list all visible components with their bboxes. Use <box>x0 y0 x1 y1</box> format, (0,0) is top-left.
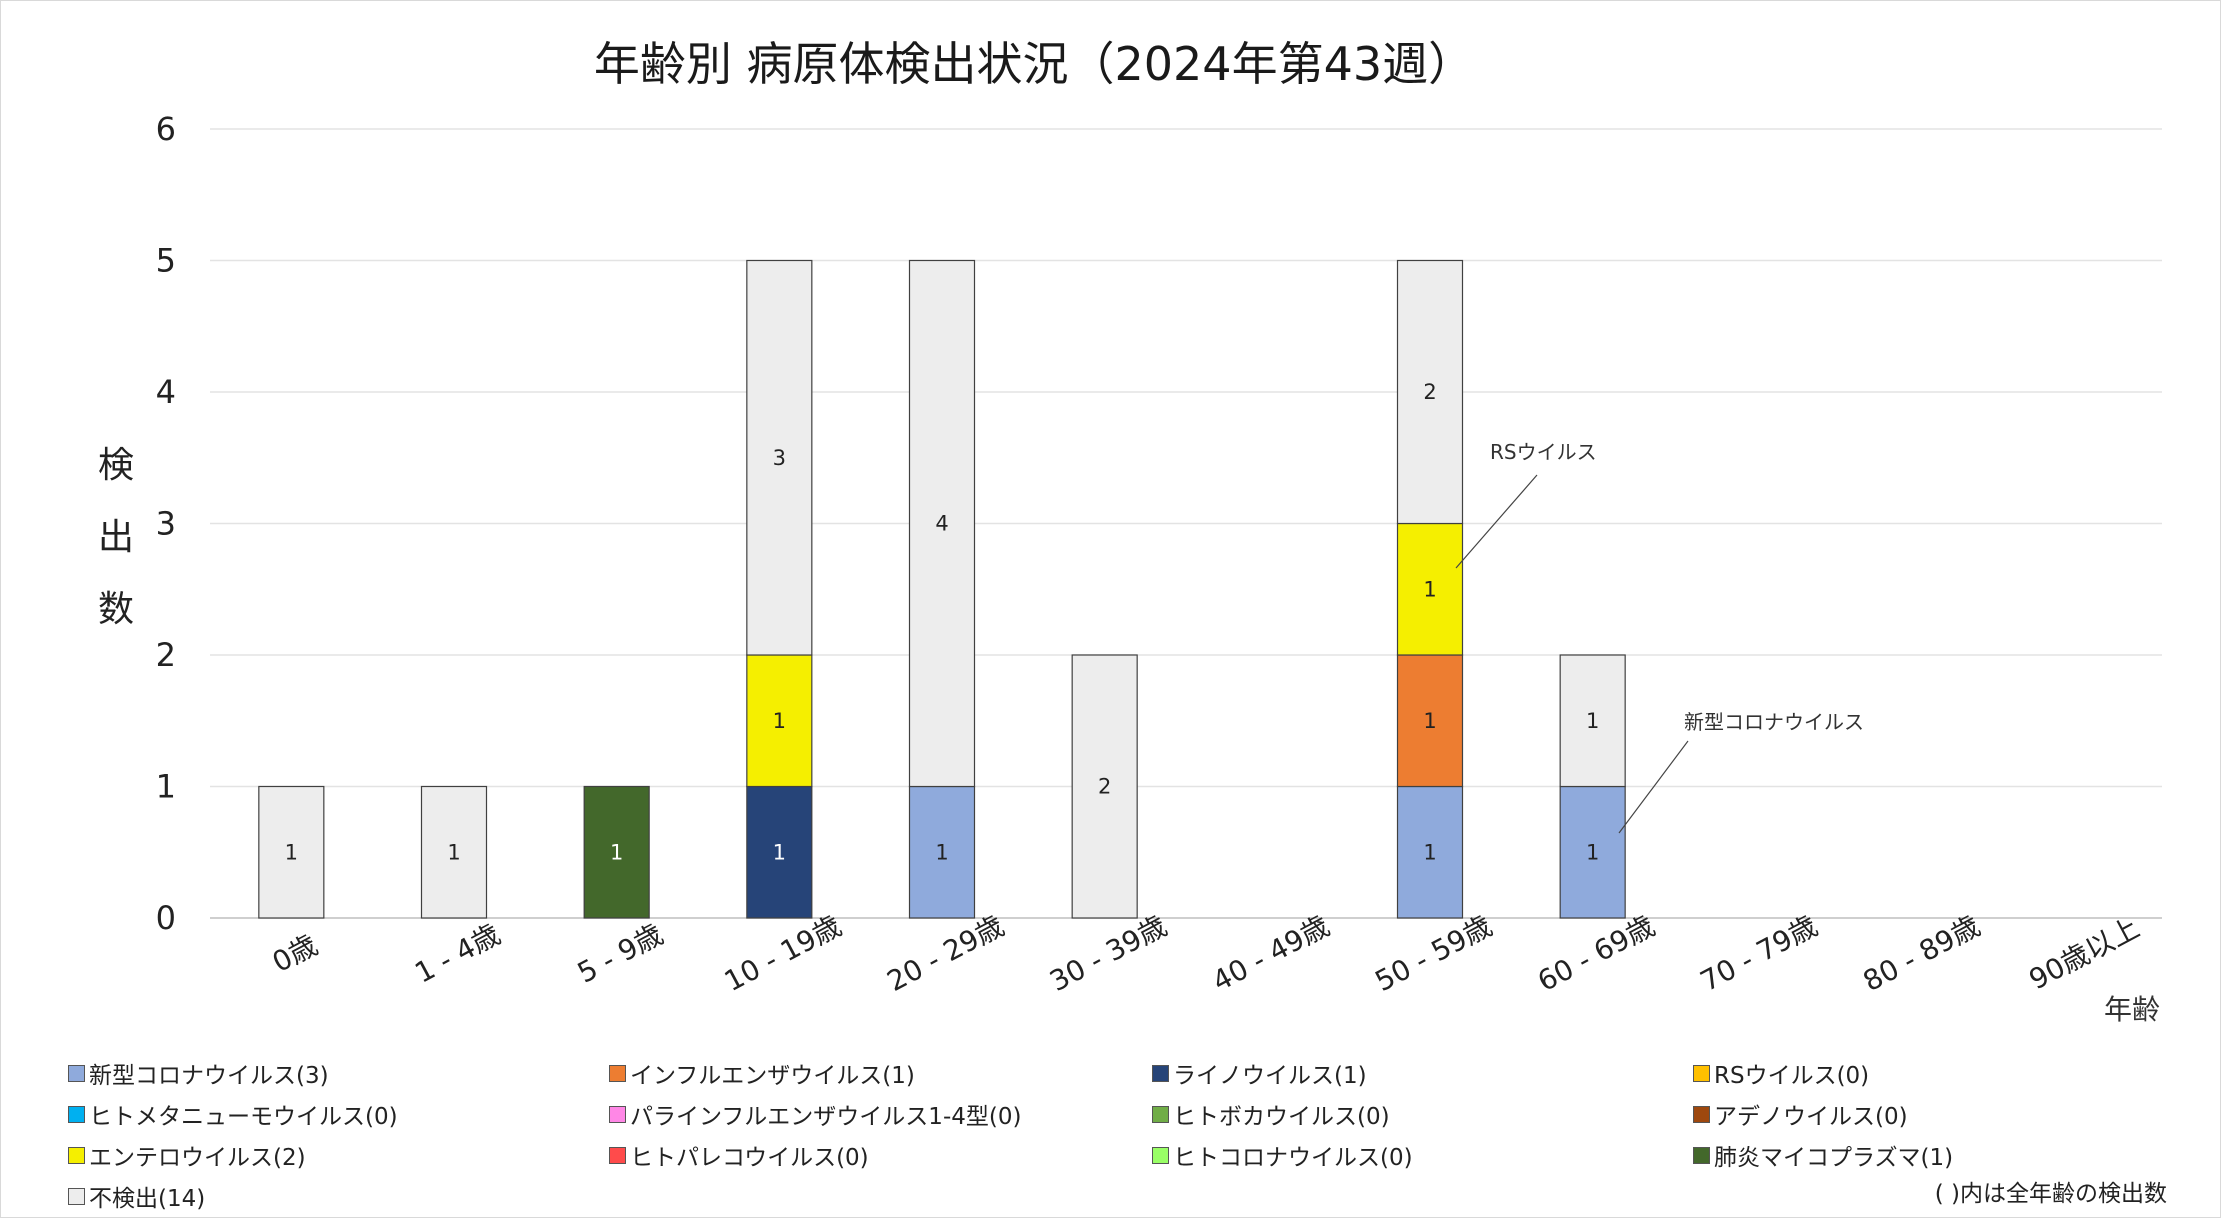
data-label: 1 <box>285 840 298 864</box>
legend-item: ヒトメタニューモウイルス(0) <box>68 1097 398 1131</box>
legend-item: エンテロウイルス(2) <box>68 1138 306 1172</box>
data-label: 2 <box>1423 380 1436 404</box>
x-tick-label: 1 - 4歳 <box>409 918 505 990</box>
bar-segment <box>1396 259 1464 525</box>
data-label: 4 <box>935 512 948 536</box>
x-tick-label: 20 - 29歳 <box>882 909 1010 998</box>
legend-label: 不検出(14) <box>89 1186 206 1212</box>
bar-segment <box>1396 654 1464 788</box>
x-tick-label: 5 - 9歳 <box>572 918 668 990</box>
legend-label: 肺炎マイコプラズマ(1) <box>1714 1145 1954 1171</box>
x-axis-label: 年齢 <box>2104 993 2161 1026</box>
bar-segment <box>1071 654 1138 919</box>
y-tick-label: 3 <box>156 505 176 543</box>
bar-segment <box>583 785 650 919</box>
legend-item: 新型コロナウイルス(3) <box>68 1056 329 1090</box>
data-label: 1 <box>935 840 948 864</box>
legend-label: ヒトパレコウイルス(0) <box>630 1145 869 1171</box>
legend-note: ( )内は全年齢の検出数 <box>1934 1181 2167 1207</box>
bar-segment <box>1396 522 1464 656</box>
annotation-corona: 新型コロナウイルス <box>1684 710 1864 734</box>
y-tick-label: 5 <box>156 242 176 280</box>
legend-item: インフルエンザウイルス(1) <box>609 1056 915 1090</box>
legend-swatch <box>1152 1146 1169 1164</box>
x-tick-label: 90歳以上 <box>2024 911 2145 996</box>
legend-swatch <box>68 1064 85 1082</box>
x-tick-label: 60 - 69歳 <box>1532 909 1660 998</box>
legend-item: アデノウイルス(0) <box>1693 1097 1908 1131</box>
bar-segment <box>1559 785 1626 919</box>
data-label: 1 <box>1586 840 1599 864</box>
x-tick-label: 80 - 89歳 <box>1858 909 1986 998</box>
legend-swatch <box>609 1146 626 1164</box>
bar-segment <box>908 785 976 919</box>
bar-segment <box>746 785 813 919</box>
legend-swatch <box>1693 1064 1710 1082</box>
bar-segment <box>1396 785 1464 919</box>
data-label: 1 <box>1423 709 1436 733</box>
legend-label: ヒトコロナウイルス(0) <box>1173 1145 1413 1171</box>
annotation-line-rs <box>1455 474 1538 569</box>
legend-item: 肺炎マイコプラズマ(1) <box>1693 1138 1953 1172</box>
bar-segment <box>1559 654 1626 788</box>
legend-swatch <box>68 1187 85 1205</box>
y-tick-label: 2 <box>156 636 176 674</box>
annotation-rs: RSウイルス <box>1490 440 1597 464</box>
legend-label: パラインフルエンザウイルス1-4型(0) <box>630 1104 1022 1130</box>
legend-label: ライノウイルス(1) <box>1173 1063 1367 1089</box>
data-label: 1 <box>1423 577 1436 601</box>
x-tick-label: 40 - 49歳 <box>1207 909 1335 998</box>
data-label: 1 <box>773 840 786 864</box>
data-label: 2 <box>1098 775 1111 799</box>
legend-label: RSウイルス(0) <box>1714 1063 1870 1089</box>
legend-item: ライノウイルス(1) <box>1152 1056 1367 1090</box>
data-label: 1 <box>773 709 786 733</box>
legend-item: ヒトコロナウイルス(0) <box>1152 1138 1413 1172</box>
bar-segment <box>908 259 976 788</box>
chart-title: 年齢別 病原体検出状況（2024年第43週） <box>593 37 1475 91</box>
data-label: 1 <box>1586 709 1599 733</box>
legend-swatch <box>609 1105 626 1123</box>
legend-label: エンテロウイルス(2) <box>89 1145 306 1171</box>
x-tick-label: 10 - 19歳 <box>719 909 847 998</box>
legend-swatch <box>609 1064 626 1082</box>
legend-item: RSウイルス(0) <box>1693 1056 1869 1090</box>
legend-label: 新型コロナウイルス(3) <box>89 1063 329 1089</box>
bar-segment <box>746 654 813 788</box>
legend-item: ヒトボカウイルス(0) <box>1152 1097 1390 1131</box>
legend-swatch <box>1152 1105 1169 1123</box>
legend-item: パラインフルエンザウイルス1-4型(0) <box>609 1097 1021 1131</box>
x-tick-label: 30 - 39歳 <box>1044 909 1172 998</box>
y-tick-label: 4 <box>156 373 176 411</box>
data-label: 3 <box>773 446 786 470</box>
y-axis-label: 検出数 <box>97 445 134 630</box>
legend-label: アデノウイルス(0) <box>1714 1104 1908 1130</box>
data-label: 1 <box>610 840 623 864</box>
y-tick-label: 6 <box>156 110 176 148</box>
legend-swatch <box>1693 1105 1710 1123</box>
legend-swatch <box>68 1146 85 1164</box>
legend-label: ヒトメタニューモウイルス(0) <box>89 1104 398 1130</box>
x-tick-label: 0歳 <box>267 928 323 979</box>
x-tick-label: 70 - 79歳 <box>1695 909 1823 998</box>
data-label: 1 <box>447 840 460 864</box>
legend-label: ヒトボカウイルス(0) <box>1173 1104 1390 1130</box>
legend-item: ヒトパレコウイルス(0) <box>609 1138 869 1172</box>
legend-swatch <box>1152 1064 1169 1082</box>
y-tick-label: 0 <box>156 899 176 937</box>
legend-swatch <box>68 1105 85 1123</box>
bar-segment <box>746 259 813 656</box>
legend-item: 不検出(14) <box>68 1179 205 1213</box>
legend-swatch <box>1693 1146 1710 1164</box>
data-label: 1 <box>1423 840 1436 864</box>
y-tick-label: 1 <box>156 768 176 806</box>
x-tick-label: 50 - 59歳 <box>1370 909 1498 998</box>
bar-segment <box>420 785 488 919</box>
legend-label: インフルエンザウイルス(1) <box>630 1063 915 1089</box>
bar-segment <box>258 785 325 919</box>
annotation-line-corona <box>1618 740 1689 834</box>
